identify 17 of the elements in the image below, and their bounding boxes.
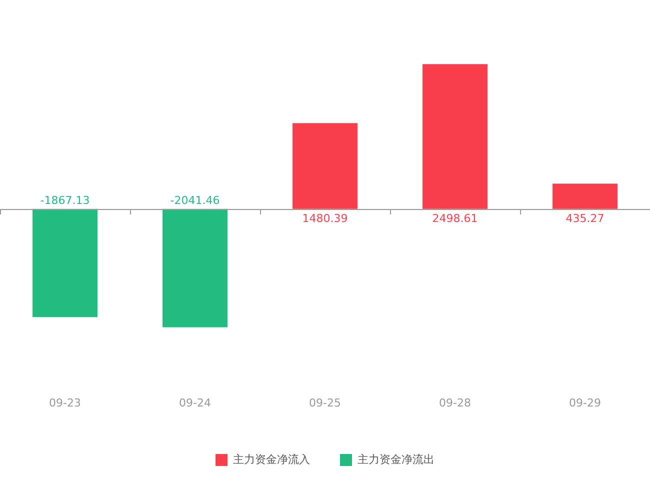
data-label: -2041.46: [170, 194, 220, 207]
bar: [422, 64, 488, 209]
data-label: 435.27: [566, 212, 604, 225]
x-tick-label: 09-24: [179, 396, 211, 410]
data-label: 2498.61: [432, 212, 478, 225]
legend-label: 主力资金净流入: [233, 452, 310, 466]
bar: [292, 123, 358, 209]
legend-label: 主力资金净流出: [358, 452, 434, 466]
data-label: -1867.13: [40, 194, 90, 207]
bar: [32, 208, 98, 318]
x-tick-label: 09-29: [569, 396, 601, 410]
bar: [162, 208, 228, 328]
x-tick-label: 09-23: [49, 396, 81, 410]
x-tick-label: 09-28: [439, 396, 471, 410]
bar: [552, 184, 618, 209]
x-tick-label: 09-25: [309, 396, 341, 410]
data-label: 1480.39: [302, 212, 348, 225]
